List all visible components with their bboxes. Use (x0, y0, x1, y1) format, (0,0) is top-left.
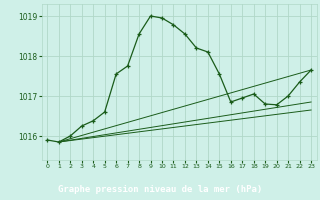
Text: Graphe pression niveau de la mer (hPa): Graphe pression niveau de la mer (hPa) (58, 185, 262, 194)
